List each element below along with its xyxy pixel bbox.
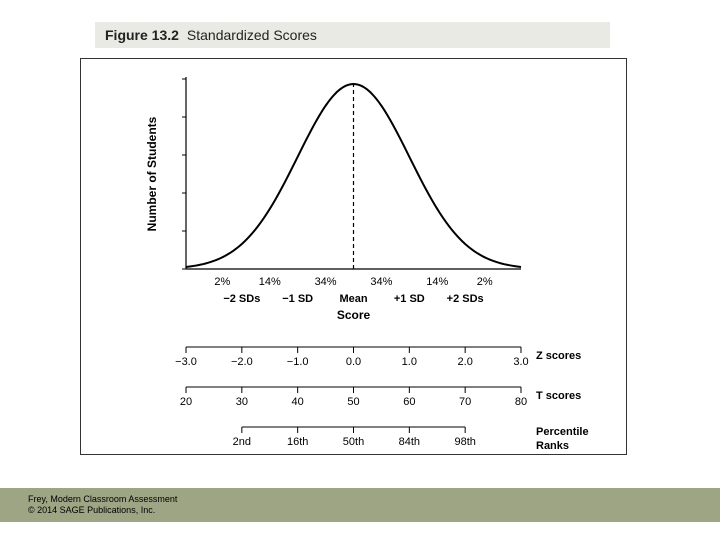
footer-line1: Frey, Modern Classroom Assessment (28, 494, 720, 505)
svg-text:2%: 2% (477, 276, 493, 288)
footer-bar: Frey, Modern Classroom Assessment © 2014… (0, 488, 720, 522)
svg-text:40: 40 (292, 396, 304, 408)
svg-text:+2 SDs: +2 SDs (447, 293, 484, 305)
svg-text:14%: 14% (426, 276, 448, 288)
svg-text:3.0: 3.0 (513, 356, 528, 368)
svg-text:Percentile: Percentile (536, 426, 589, 438)
figure-box: Number of Students 2% 14% 34% 34% 14% 2% −2 SDs… (80, 58, 627, 455)
svg-text:70: 70 (459, 396, 471, 408)
svg-text:−2 SDs: −2 SDs (223, 293, 260, 305)
svg-text:−2.0: −2.0 (231, 356, 253, 368)
svg-text:84th: 84th (399, 436, 420, 448)
svg-text:−1 SD: −1 SD (282, 293, 313, 305)
svg-text:−3.0: −3.0 (175, 356, 197, 368)
svg-text:14%: 14% (259, 276, 281, 288)
svg-text:20: 20 (180, 396, 192, 408)
slide: Figure 13.2 Standardized Scores Number o… (0, 0, 720, 540)
svg-text:1.0: 1.0 (402, 356, 417, 368)
svg-text:34%: 34% (370, 276, 392, 288)
svg-text:50: 50 (347, 396, 359, 408)
svg-text:16th: 16th (287, 436, 308, 448)
chart-svg: Number of Students 2% 14% 34% 34% 14% 2% −2 SDs… (81, 59, 626, 454)
svg-text:2nd: 2nd (233, 436, 251, 448)
svg-text:98th: 98th (454, 436, 475, 448)
svg-text:Ranks: Ranks (536, 440, 569, 452)
svg-text:2.0: 2.0 (458, 356, 473, 368)
svg-text:Z scores: Z scores (536, 350, 581, 362)
svg-text:80: 80 (515, 396, 527, 408)
svg-text:Score: Score (337, 308, 371, 322)
svg-text:30: 30 (236, 396, 248, 408)
svg-text:2%: 2% (214, 276, 230, 288)
figure-title-bar: Figure 13.2 Standardized Scores (95, 22, 610, 48)
figure-title: Standardized Scores (187, 27, 317, 43)
svg-text:0.0: 0.0 (346, 356, 361, 368)
footer-line2: © 2014 SAGE Publications, Inc. (28, 505, 720, 516)
svg-text:34%: 34% (315, 276, 337, 288)
svg-text:T scores: T scores (536, 390, 581, 402)
svg-text:−1.0: −1.0 (287, 356, 309, 368)
svg-text:Mean: Mean (339, 293, 367, 305)
svg-text:50th: 50th (343, 436, 364, 448)
svg-text:+1 SD: +1 SD (394, 293, 425, 305)
svg-text:60: 60 (403, 396, 415, 408)
svg-text:Number of Students: Number of Students (145, 116, 159, 231)
figure-number: Figure 13.2 (105, 27, 179, 43)
